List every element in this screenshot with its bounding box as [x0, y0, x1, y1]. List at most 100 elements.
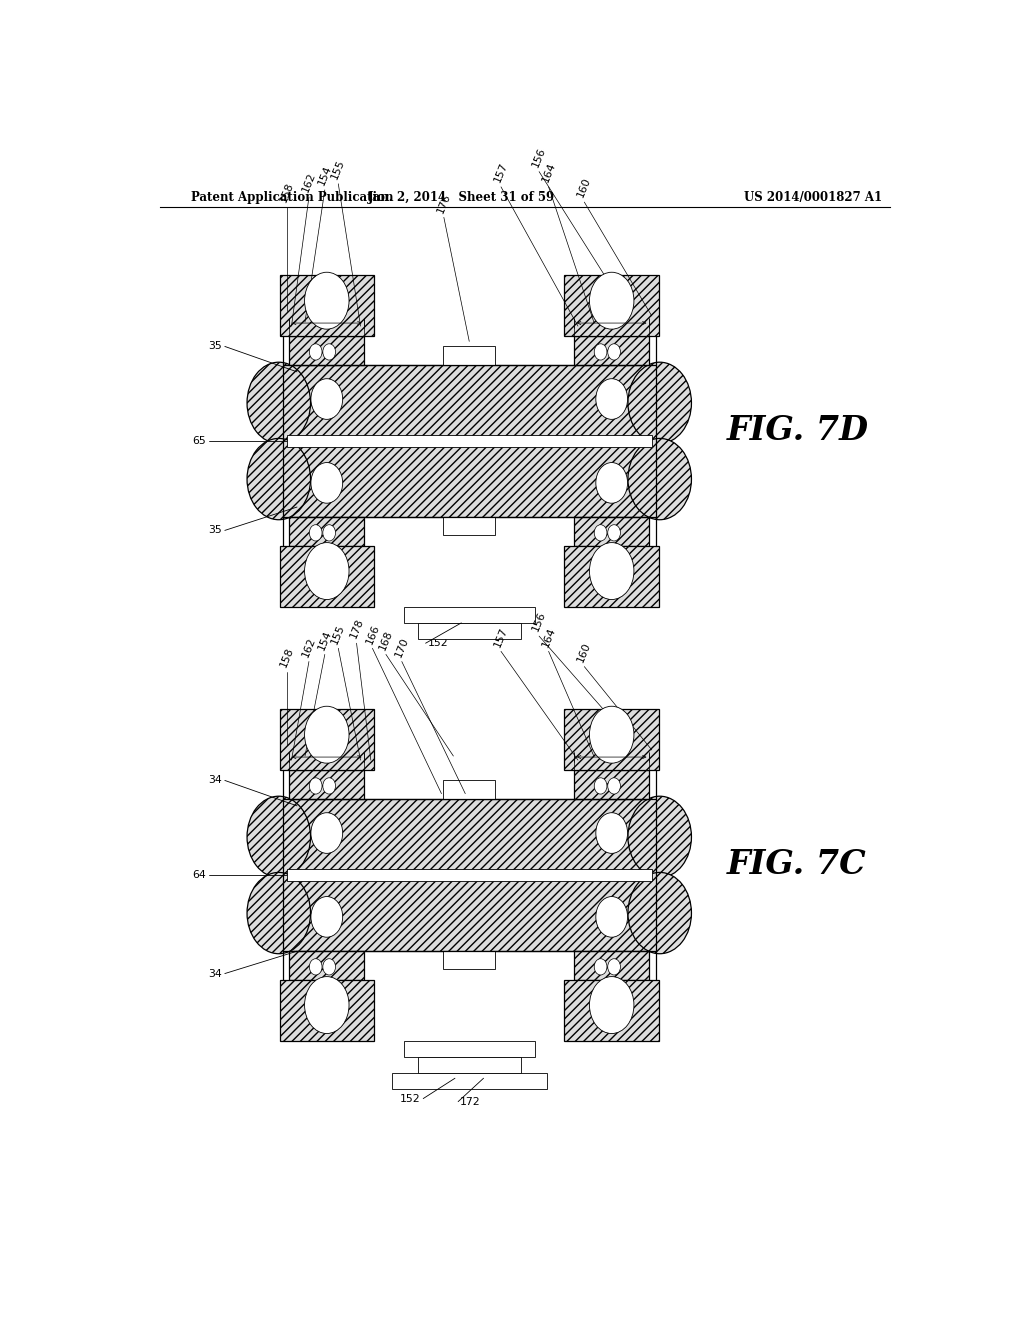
Circle shape [309, 958, 322, 975]
Text: 152: 152 [399, 1093, 420, 1104]
Text: 156: 156 [530, 145, 548, 169]
Circle shape [304, 272, 349, 329]
Bar [283, 364, 655, 517]
Circle shape [247, 796, 310, 878]
Text: 34: 34 [208, 775, 221, 785]
Text: FIG. 7C: FIG. 7C [727, 849, 867, 882]
Bar [574, 952, 649, 979]
Bar [403, 607, 535, 623]
Circle shape [596, 896, 628, 937]
Bar [392, 1073, 547, 1089]
Bar [289, 771, 365, 799]
Circle shape [247, 438, 310, 520]
Text: 162: 162 [300, 636, 317, 659]
Circle shape [323, 777, 336, 795]
Bar [283, 799, 655, 952]
Text: 178: 178 [348, 618, 365, 640]
Bar [289, 337, 365, 364]
Text: 166: 166 [364, 623, 381, 645]
Bar [280, 276, 374, 337]
Bar [283, 799, 655, 952]
Text: 164: 164 [540, 161, 557, 183]
Circle shape [247, 873, 310, 954]
Text: 35: 35 [208, 525, 221, 536]
Circle shape [594, 958, 607, 975]
Circle shape [628, 796, 691, 878]
Bar [418, 1057, 521, 1073]
Text: 176: 176 [435, 191, 453, 214]
Circle shape [596, 462, 628, 503]
Bar [280, 709, 374, 771]
Bar [564, 276, 658, 337]
Text: FIG. 7D: FIG. 7D [727, 414, 869, 447]
Text: 152: 152 [428, 639, 449, 648]
Circle shape [323, 958, 336, 975]
Bar [287, 434, 652, 447]
Bar [403, 1040, 535, 1057]
Circle shape [628, 362, 691, 444]
Circle shape [311, 462, 343, 503]
Text: 157: 157 [493, 161, 510, 183]
Circle shape [594, 525, 607, 541]
Circle shape [590, 543, 634, 599]
Circle shape [309, 777, 322, 795]
Bar [280, 545, 374, 607]
Bar [289, 517, 365, 545]
Text: 156: 156 [530, 610, 548, 634]
Circle shape [311, 896, 343, 937]
Text: 170: 170 [393, 635, 411, 659]
Circle shape [309, 525, 322, 541]
Circle shape [628, 438, 691, 520]
Circle shape [594, 343, 607, 360]
Circle shape [607, 958, 621, 975]
Circle shape [596, 379, 628, 420]
Bar [574, 771, 649, 799]
Text: 162: 162 [300, 172, 317, 194]
Text: 168: 168 [378, 628, 394, 651]
Text: 172: 172 [460, 1097, 480, 1106]
Circle shape [590, 977, 634, 1034]
Circle shape [311, 813, 343, 853]
Text: Jan. 2, 2014   Sheet 31 of 59: Jan. 2, 2014 Sheet 31 of 59 [368, 190, 555, 203]
Circle shape [590, 706, 634, 763]
Circle shape [594, 777, 607, 795]
Circle shape [309, 343, 322, 360]
Bar [443, 346, 495, 364]
Circle shape [304, 706, 349, 763]
Text: 155: 155 [330, 623, 347, 645]
Bar [564, 979, 658, 1040]
Text: 154: 154 [316, 628, 333, 651]
Circle shape [304, 977, 349, 1034]
Bar [283, 364, 655, 517]
Bar [443, 780, 495, 799]
Text: 64: 64 [193, 870, 206, 880]
Bar [280, 979, 374, 1040]
Circle shape [323, 525, 336, 541]
Text: US 2014/0001827 A1: US 2014/0001827 A1 [743, 190, 882, 203]
Text: 160: 160 [575, 640, 593, 664]
Circle shape [596, 813, 628, 853]
Circle shape [247, 362, 310, 444]
Text: 158: 158 [279, 181, 295, 205]
Text: 35: 35 [208, 342, 221, 351]
Text: 164: 164 [540, 626, 557, 648]
Bar [574, 517, 649, 545]
Bar [564, 709, 658, 771]
Circle shape [607, 777, 621, 795]
Bar [564, 545, 658, 607]
Text: 158: 158 [279, 645, 295, 669]
Text: 154: 154 [316, 164, 333, 187]
Bar [287, 869, 652, 880]
Circle shape [304, 543, 349, 599]
Text: 65: 65 [193, 436, 206, 446]
Bar [418, 623, 521, 639]
Circle shape [590, 272, 634, 329]
Text: 157: 157 [493, 626, 510, 648]
Bar [289, 952, 365, 979]
Circle shape [607, 525, 621, 541]
Text: Patent Application Publication: Patent Application Publication [191, 190, 394, 203]
Bar [443, 952, 495, 969]
Circle shape [323, 343, 336, 360]
Circle shape [628, 873, 691, 954]
Text: 155: 155 [330, 158, 347, 181]
